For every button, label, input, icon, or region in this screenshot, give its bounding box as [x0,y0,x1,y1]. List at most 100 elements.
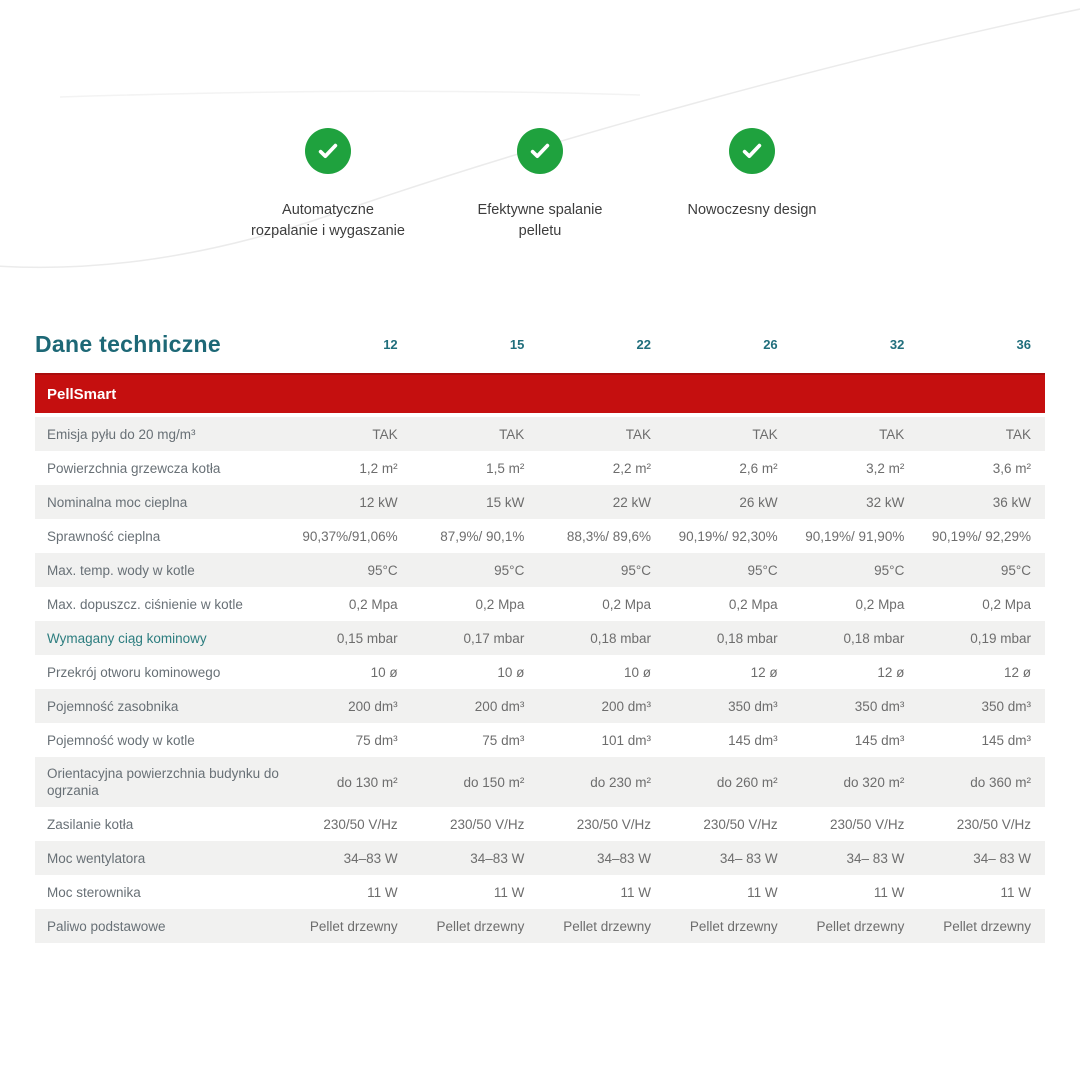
spec-value: 0,17 mbar [463,630,525,646]
spec-value: 90,37%/91,06% [302,528,398,544]
spec-value: 10 ø [497,664,525,680]
spec-label: Nominalna moc cieplna [47,494,188,510]
spec-value: 200 dm³ [348,698,398,714]
spec-value: do 260 m² [716,774,778,790]
table-row: Max. dopuszcz. ciśnienie w kotle 0,2 Mpa 0… [35,587,1045,621]
spec-value: 10 ø [623,664,651,680]
spec-value: 11 W [493,884,525,900]
table-row: Paliwo podstawowe Pellet drzewny Pellet dr… [35,909,1045,943]
table-row: Moc sterownika 11 W 11 W 11 W 11 W 11 W 11 W [35,875,1045,909]
spec-value: 0,2 Mpa [348,596,398,612]
spec-value: 11 W [367,884,398,900]
spec-value: 3,2 m² [866,460,905,476]
spec-value: 34– 83 W [846,850,905,866]
table-row: Max. temp. wody w kotle 95°C 95°C 95°C 95°C 9… [35,553,1045,587]
spec-value: TAK [625,426,651,442]
spec-value: 11 W [1000,884,1031,900]
spec-value: TAK [1005,426,1031,442]
spec-value: Pellet drzewny [689,918,778,934]
column-header-12: 12 [383,337,398,352]
spec-value: 95°C [874,562,905,578]
spec-label: Zasilanie kotła [47,816,134,832]
spec-value: do 130 m² [336,774,398,790]
spec-value: 230/50 V/Hz [576,816,651,832]
spec-value: do 360 m² [970,774,1031,790]
spec-value: Pellet drzewny [436,918,525,934]
spec-label: Przekrój otworu kominowego [47,664,221,680]
table-row: Wymagany ciąg kominowy 0,15 mbar 0,17 mbar… [35,621,1045,655]
table-row: Przekrój otworu kominowego 10 ø 10 ø 10 ø 12… [35,655,1045,689]
technical-data-section: Dane techniczne 12 15 22 26 32 36 PellSm… [35,331,1045,943]
spec-value: 34–83 W [596,850,651,866]
spec-value: 0,2 Mpa [982,596,1031,612]
table-row: Pojemność wody w kotle 75 dm³ 75 dm³ 101 dm… [35,723,1045,757]
spec-value: 145 dm³ [728,732,778,748]
spec-label: Max. temp. wody w kotle [47,562,195,578]
spec-label: Emisja pyłu do 20 mg/m³ [47,426,196,442]
spec-value: 3,6 m² [992,460,1031,476]
spec-value: 90,19%/ 92,30% [678,528,778,544]
checkmark-icon [517,128,563,174]
spec-rows: Emisja pyłu do 20 mg/m³ TAK TAK TAK TAK TAK TA… [35,417,1045,943]
spec-value: do 230 m² [590,774,651,790]
table-row: Nominalna moc cieplna 12 kW 15 kW 22 kW 26 k… [35,485,1045,519]
feature-label: Nowoczesny design [687,202,817,218]
spec-value: 230/50 V/Hz [703,816,778,832]
spec-value: 230/50 V/Hz [450,816,525,832]
table-row: Moc wentylatora 34–83 W 34–83 W 34–83 W 34– … [35,841,1045,875]
spec-value: 87,9%/ 90,1% [440,528,525,544]
spec-value: 11 W [747,884,778,900]
spec-value: 200 dm³ [474,698,525,714]
checkmark-icon [729,128,775,174]
feature-efficient-burning: Efektywne spalanie pelletu [434,128,646,242]
spec-value: 95°C [494,562,525,578]
spec-value: 350 dm³ [728,698,778,714]
spec-value: TAK [499,426,525,442]
spec-value: 10 ø [370,664,398,680]
spec-value: 200 dm³ [601,698,651,714]
feature-modern-design: Nowoczesny design [646,128,858,242]
spec-value: Pellet drzewny [309,918,398,934]
spec-label: Sprawność cieplna [47,528,161,544]
spec-value: 0,18 mbar [590,630,651,646]
table-row: Powierzchnia grzewcza kotła 1,2 m² 1,5 m² 2… [35,451,1045,485]
spec-value: 12 ø [750,664,778,680]
table-row: Zasilanie kotła 230/50 V/Hz 230/50 V/Hz 230… [35,807,1045,841]
spec-value: 0,2 Mpa [602,596,651,612]
spec-label: Pojemność zasobnika [47,698,179,714]
spec-value: 75 dm³ [482,732,525,748]
spec-value: 34– 83 W [973,850,1031,866]
spec-value: 34– 83 W [719,850,778,866]
spec-value: 95°C [367,562,398,578]
section-title: Dane techniczne [35,331,221,357]
spec-value: 88,3%/ 89,6% [566,528,651,544]
spec-value: 90,19%/ 92,29% [931,528,1031,544]
spec-value: TAK [752,426,778,442]
spec-value: TAK [372,426,398,442]
product-name: PellSmart [47,385,117,403]
spec-value: 145 dm³ [981,732,1031,748]
spec-label: Max. dopuszcz. ciśnienie w kotle [47,596,243,612]
column-header-36: 36 [1016,337,1031,352]
column-header-15: 15 [509,337,525,352]
spec-value: 75 dm³ [355,732,398,748]
product-name-band: PellSmart [35,373,1045,413]
table-row: Emisja pyłu do 20 mg/m³ TAK TAK TAK TAK TAK TA… [35,417,1045,451]
spec-value: do 320 m² [843,774,905,790]
spec-value: 101 dm³ [601,732,651,748]
table-row: Orientacyjna powierzchnia budynku do ogr… [35,757,1045,807]
spec-value: 34–83 W [470,850,525,866]
spec-value: 95°C [1000,562,1031,578]
spec-value: 36 kW [992,494,1031,510]
spec-value: 0,18 mbar [843,630,905,646]
spec-value: Pellet drzewny [943,918,1031,934]
spec-value: Pellet drzewny [816,918,905,934]
spec-value: 12 kW [359,494,398,510]
spec-value: 0,15 mbar [336,630,398,646]
spec-label: Moc sterownika [47,884,141,900]
table-row: Sprawność cieplna 90,37%/91,06% 87,9%/ 90,… [35,519,1045,553]
spec-label: Pojemność wody w kotle [47,732,195,748]
column-header-22: 22 [636,337,651,352]
checkmark-icon [305,128,351,174]
column-header-26: 26 [763,337,778,352]
